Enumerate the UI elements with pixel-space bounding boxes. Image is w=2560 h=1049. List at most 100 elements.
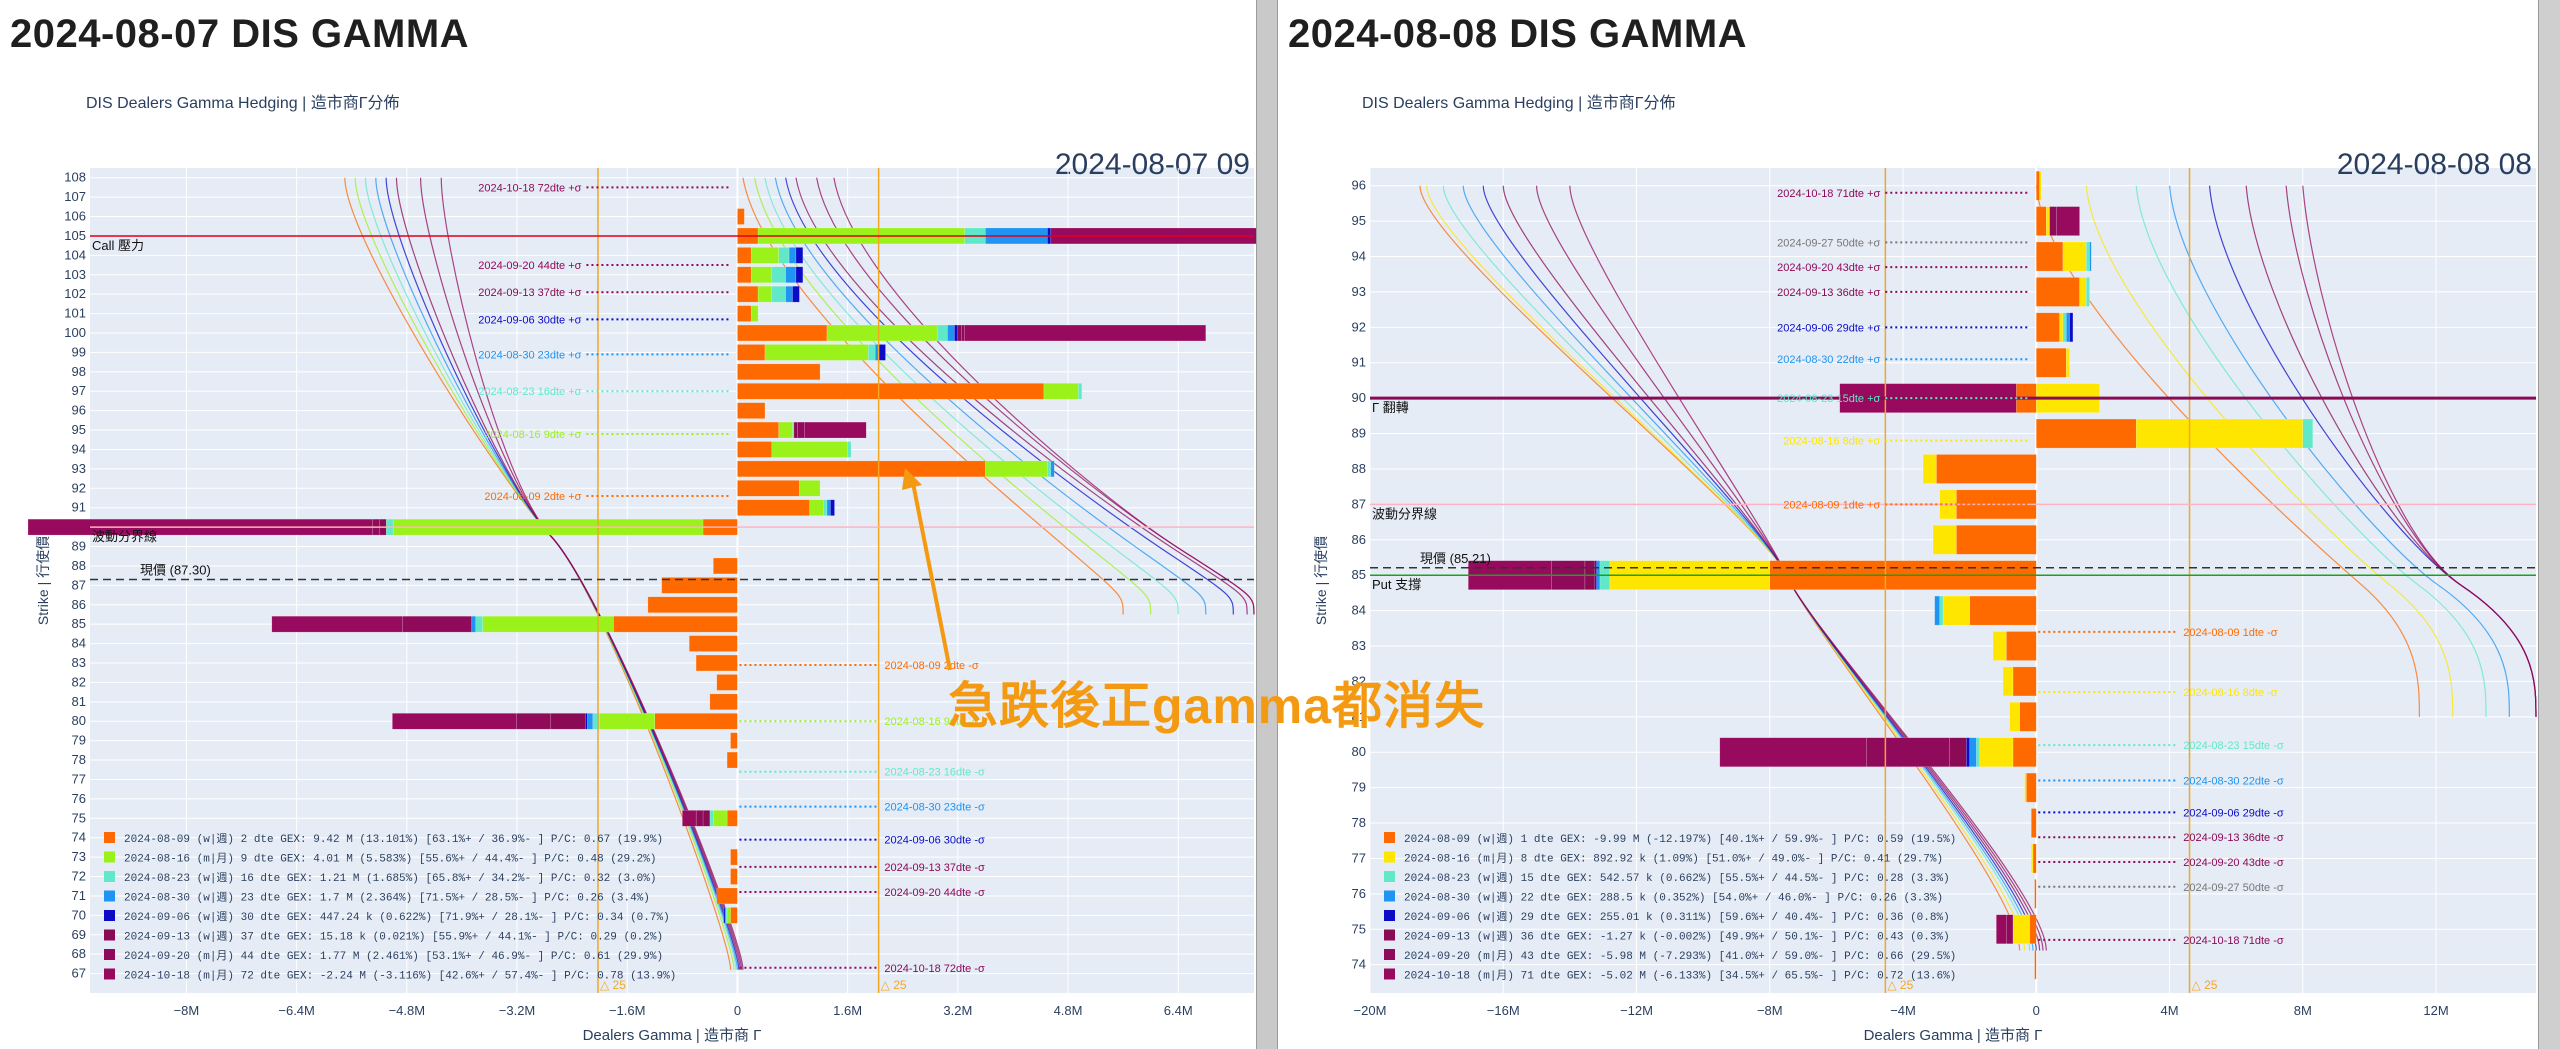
expiry-label: 2024-09-20 44dte -σ (884, 887, 985, 899)
x-tick-label: 4M (2161, 1003, 2179, 1018)
y-tick-label: 87 (72, 577, 86, 592)
legend-entry: 2024-08-16 (m|月) 8 dte GEX: 892.92 k (1.… (1404, 853, 1943, 866)
y-tick-label: 72 (72, 869, 86, 884)
gamma-bar (1719, 737, 1867, 767)
gamma-bar (785, 285, 793, 303)
expiry-label: 2024-08-16 9dte +σ (484, 429, 581, 441)
x-tick-label: −4.8M (389, 1003, 426, 1018)
x-tick-label: −16M (1487, 1003, 1520, 1018)
gamma-bar (737, 363, 821, 381)
legend-swatch (104, 910, 115, 921)
y-tick-label: 75 (72, 810, 86, 825)
gamma-curve (795, 177, 1248, 615)
gamma-bar (713, 557, 738, 575)
gamma-bar (1043, 383, 1079, 400)
gamma-curve (440, 177, 744, 970)
gamma-bar (1979, 737, 2014, 767)
gamma-curve (2302, 185, 2537, 717)
gamma-bar (1932, 525, 1957, 555)
x-tick-label: −3.2M (499, 1003, 536, 1018)
gamma-bar (957, 324, 962, 342)
gamma-bar (1047, 460, 1052, 478)
gamma-bar (2012, 666, 2037, 697)
legend-entry: 2024-09-13 (w|週) 36 dte GEX: -1.27 k (-0… (1404, 930, 1950, 944)
expiry-label: 2024-10-18 71dte +σ (1777, 188, 1880, 200)
gamma-bar (726, 810, 738, 827)
y-tick-label: 89 (1352, 426, 1366, 441)
expiry-label: 2024-10-18 72dte -σ (884, 963, 985, 975)
x-tick-label: −4M (1890, 1003, 1916, 1018)
gamma-bar (2039, 170, 2042, 201)
y-tick-label: 73 (72, 849, 86, 864)
x-axis-title: Dealers Gamma | 造市商 Γ (1864, 1027, 2043, 1044)
gamma-bar (2036, 312, 2060, 343)
annotation-arrow (910, 477, 952, 671)
gamma-bar (2032, 843, 2037, 874)
expiry-label: 2024-08-23 15dte +σ (1777, 393, 1880, 405)
gamma-bar (2034, 949, 2037, 980)
gamma-bar (709, 810, 714, 827)
y-tick-label: 88 (1352, 461, 1366, 476)
expiry-label: 2024-09-06 30dte +σ (478, 314, 581, 326)
legend-swatch (104, 890, 115, 902)
y-tick-label: 84 (1352, 603, 1366, 618)
expiry-label: 2024-08-23 16dte +σ (478, 386, 581, 398)
gamma-bar (613, 615, 738, 633)
expiry-label: 2024-08-30 23dte -σ (884, 802, 985, 814)
reference-line-label: 現價 (87.30) (140, 563, 211, 578)
gamma-bar (695, 654, 738, 672)
legend-entry: 2024-08-16 (m|月) 9 dte GEX: 4.01 M (5.58… (124, 853, 657, 866)
gamma-bar (799, 480, 821, 497)
legend-entry: 2024-09-06 (w|週) 29 dte GEX: 255.01 k (0… (1404, 910, 1950, 924)
reference-line-label: 現價 (85.21) (1420, 551, 1491, 566)
gamma-curve (774, 177, 1207, 615)
gamma-bar (599, 713, 656, 730)
gamma-bar (402, 615, 472, 633)
gamma-bar (2036, 206, 2047, 236)
gamma-bar (2302, 418, 2314, 449)
gamma-bar (737, 247, 752, 264)
gamma-bar (771, 266, 786, 283)
gamma-bar (709, 693, 738, 711)
gamma-bar (778, 421, 793, 439)
y-tick-label: 77 (72, 771, 86, 786)
gamma-bar (792, 285, 800, 303)
y-tick-label: 80 (1352, 744, 1366, 759)
legend-entry: 2024-09-13 (w|週) 37 dte GEX: 15.18 k (0.… (124, 930, 663, 944)
gamma-bar (737, 285, 759, 303)
y-tick-label: 74 (1352, 957, 1366, 972)
gamma-bar (764, 344, 869, 361)
legend-entry: 2024-08-09 (w|週) 1 dte GEX: -9.99 M (-12… (1404, 832, 1956, 846)
gamma-bar (1956, 525, 2037, 555)
gamma-bar (826, 499, 831, 516)
reference-line-label: Call 壓力 (92, 238, 144, 253)
gamma-bar (1942, 595, 1970, 626)
y-tick-label: 79 (72, 733, 86, 748)
gamma-bar (2031, 808, 2037, 838)
left-chart-panel: 2024-08-07 DIS GAMMA DIS Dealers Gamma H… (0, 0, 1256, 1049)
gamma-bar (392, 713, 517, 730)
window-divider[interactable] (1256, 0, 1278, 1049)
y-tick-label: 99 (72, 344, 86, 359)
gamma-bar (2009, 702, 2020, 732)
x-tick-label: 0 (2033, 1003, 2040, 1018)
scrollbar[interactable] (2538, 0, 2560, 1049)
x-tick-label: −1.6M (609, 1003, 646, 1018)
chart-timestamp: 2024-08-07 09 (1055, 148, 1250, 181)
legend-swatch (104, 851, 115, 863)
gamma-bar (964, 324, 1207, 342)
y-tick-label: 83 (72, 655, 86, 670)
y-tick-label: 87 (1352, 496, 1366, 511)
y-tick-label: 82 (72, 674, 86, 689)
gamma-bar (2036, 170, 2040, 201)
gamma-bar (785, 266, 797, 283)
gamma-bar (688, 635, 738, 652)
y-tick-label: 91 (1352, 355, 1366, 370)
y-tick-label: 88 (72, 558, 86, 573)
legend-swatch (1384, 832, 1395, 843)
y-tick-label: 106 (64, 209, 86, 224)
gamma-bar (793, 421, 798, 439)
expiry-label: 2024-09-13 36dte +σ (1777, 287, 1880, 299)
expiry-label: 2024-10-18 71dte -σ (2183, 935, 2284, 947)
expiry-label: 2024-09-06 30dte -σ (884, 835, 985, 847)
